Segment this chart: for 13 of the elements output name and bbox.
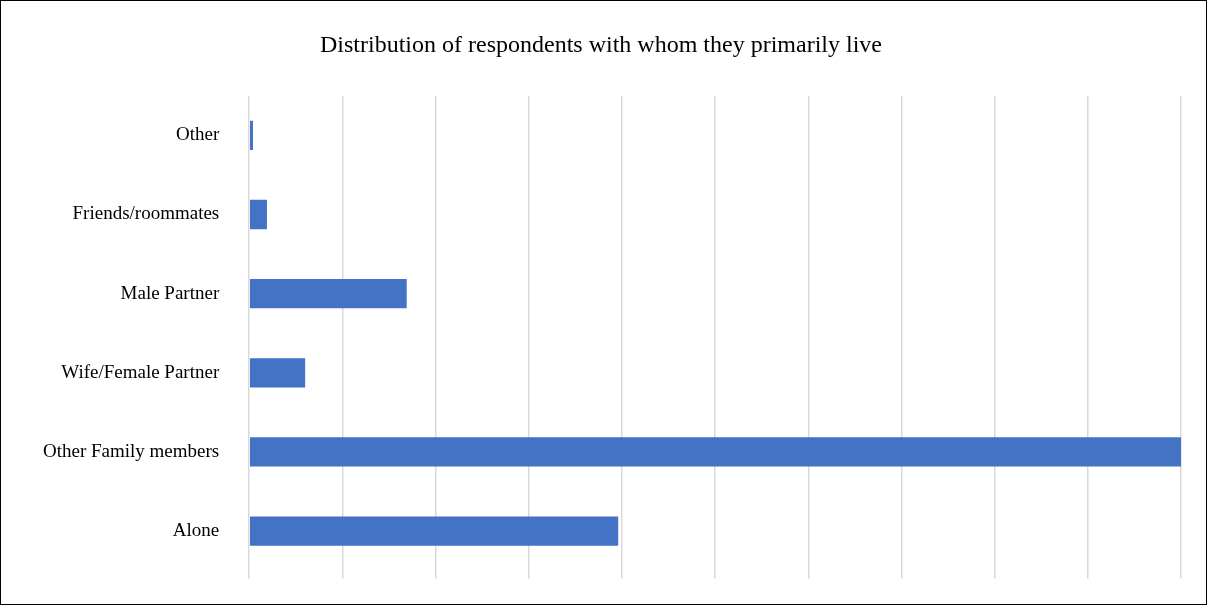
bar <box>249 437 1181 467</box>
y-tick-label: Other <box>175 123 220 145</box>
chart-title: Distribution of respondents with whom they primarily live <box>320 30 882 57</box>
y-tick-label: Alone <box>172 519 220 541</box>
bar <box>249 278 407 309</box>
bar <box>249 516 619 546</box>
bar <box>249 199 267 230</box>
bar <box>249 120 253 151</box>
y-tick-label: Other Family members <box>42 439 220 461</box>
bar <box>249 358 306 388</box>
y-tick-label: Friends/roommates <box>72 202 220 224</box>
y-tick-label: Male Partner <box>120 281 220 303</box>
y-tick-label: Wife/Female Partner <box>61 360 220 382</box>
